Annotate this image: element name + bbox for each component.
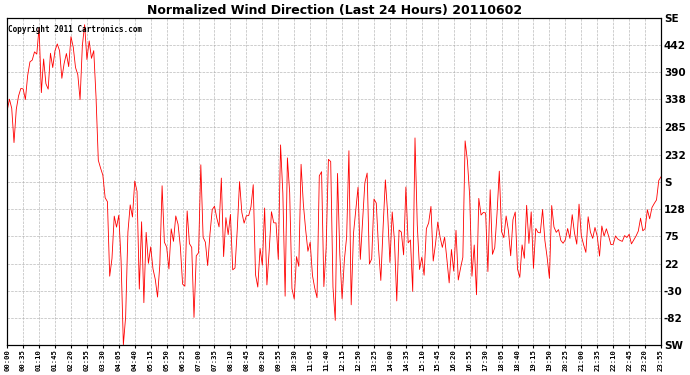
Title: Normalized Wind Direction (Last 24 Hours) 20110602: Normalized Wind Direction (Last 24 Hours… [146,4,522,17]
Text: Copyright 2011 Cartronics.com: Copyright 2011 Cartronics.com [8,25,143,34]
